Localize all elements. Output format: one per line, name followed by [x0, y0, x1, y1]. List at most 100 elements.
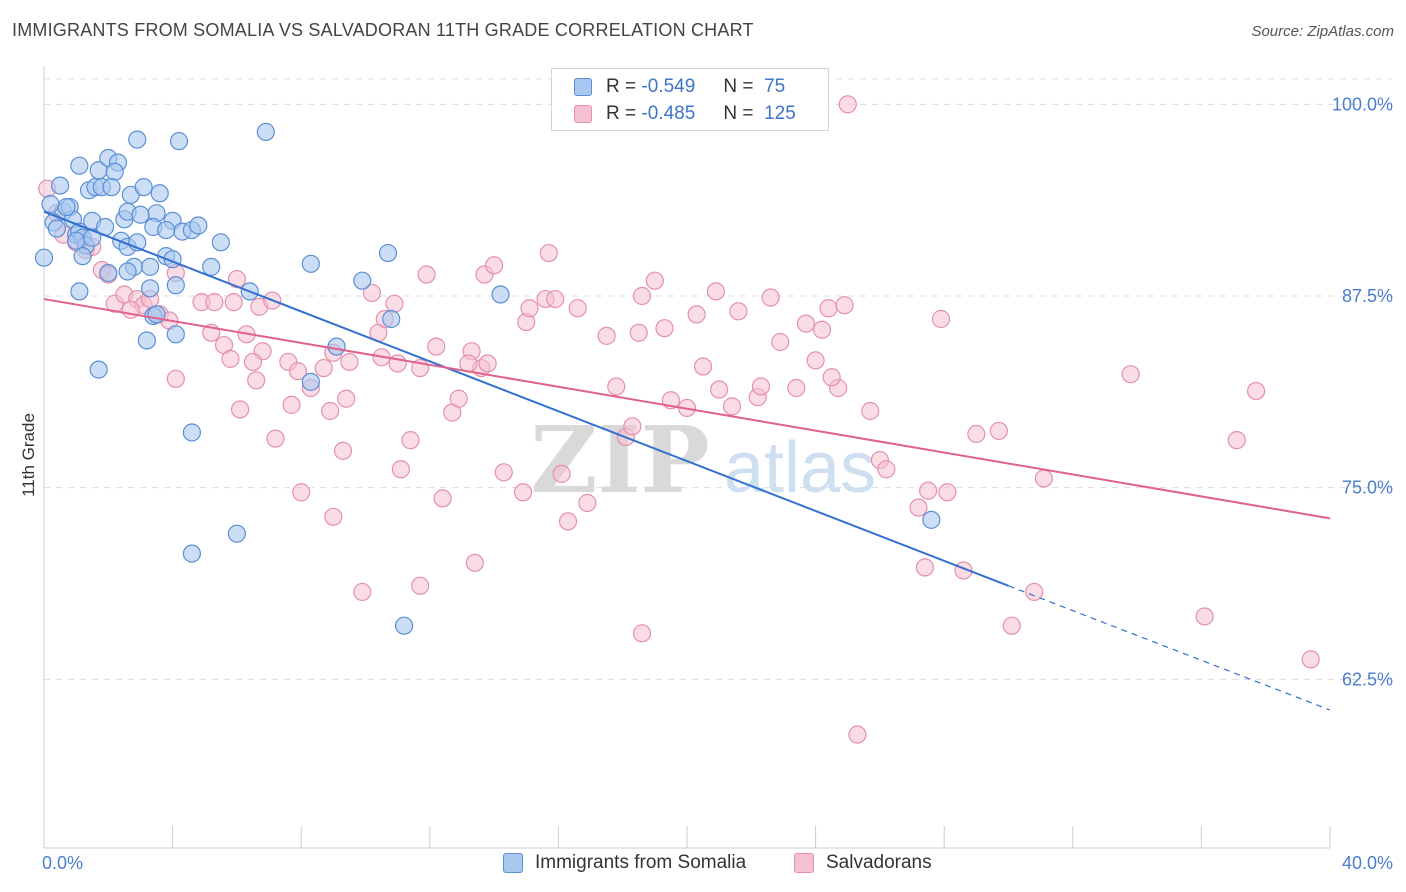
stats-legend: R = -0.549 N = 75 R = -0.485 N = 125	[551, 68, 829, 131]
salvadoran-point	[607, 377, 626, 396]
salvadoran-point	[494, 463, 513, 482]
watermark: ZIP atlas	[530, 406, 876, 514]
salvadoran-point	[632, 624, 652, 643]
somalia-point	[378, 243, 398, 263]
somalia-trend-line	[43, 210, 1009, 587]
somalia-point	[140, 257, 160, 276]
salvadoran-point	[909, 498, 928, 517]
legend-n-value-salvadoran: 125	[764, 103, 796, 124]
grid-layer	[44, 78, 1392, 680]
salvadoran-point	[838, 95, 857, 114]
salvadoran-point	[1034, 469, 1053, 488]
somalia-point	[34, 248, 54, 267]
series-legend-salvadoran[interactable]: Salvadorans	[794, 852, 932, 874]
watermark-atlas: atlas	[724, 428, 876, 508]
salvadoran-point	[729, 302, 748, 321]
legend-swatch-somalia	[574, 78, 592, 96]
salvadoran-point	[861, 401, 880, 421]
salvadoran-trend-line	[43, 298, 1331, 520]
somalia-point	[131, 205, 150, 224]
salvadoran-point	[848, 725, 867, 744]
series-legend: Immigrants from Somalia Salvadorans	[0, 852, 1406, 878]
watermark-zip: ZIP	[530, 406, 709, 514]
y-tick-label-0: 62.5%	[1342, 669, 1393, 689]
somalia-point	[83, 228, 102, 247]
salvadoran-point	[655, 319, 674, 338]
somalia-point	[99, 263, 118, 283]
salvadoran-point	[1025, 582, 1044, 602]
trend-lines	[43, 210, 1331, 711]
salvadoran-point	[771, 332, 790, 352]
salvadoran-point	[568, 299, 587, 318]
salvadoran-point	[915, 558, 935, 577]
somalia-point	[166, 325, 185, 344]
somalia-point	[89, 360, 108, 379]
salvadoran-point	[324, 507, 343, 526]
salvadoran-point	[706, 282, 726, 301]
salvadoran-point	[645, 271, 664, 290]
salvadoran-point	[205, 293, 224, 312]
salvadoran-point	[417, 265, 436, 284]
somalia-point	[202, 257, 221, 276]
somalia-point	[70, 282, 89, 301]
salvadoran-point	[288, 362, 308, 381]
somalia-point	[102, 178, 121, 197]
somalia-point	[922, 510, 941, 529]
salvadoran-point	[597, 326, 616, 345]
salvadoran-point	[1227, 431, 1246, 450]
legend-n-value-somalia: 75	[764, 76, 786, 97]
somalia-point	[211, 233, 230, 252]
somalia-point	[57, 197, 76, 217]
salvadoran-point	[513, 483, 533, 502]
legend-r-label: R =	[606, 103, 637, 124]
somalia-point	[67, 231, 86, 250]
salvadoran-point	[558, 512, 578, 531]
legend-r-value-salvadoran: -0.485	[641, 103, 696, 124]
tick-labels: 62.5% 75.0% 87.5% 100.0% 0.0% 40.0%	[42, 94, 1393, 873]
legend-row-salvadoran: R = -0.485 N = 125	[574, 102, 796, 126]
somalia-point	[157, 220, 176, 240]
y-tick-label-3: 100.0%	[1332, 94, 1393, 114]
somalia-point	[140, 279, 160, 298]
salvadoran-point	[546, 289, 565, 309]
salvadoran-point	[835, 296, 854, 315]
salvadoran-point	[427, 337, 446, 356]
salvadoran-point	[337, 389, 356, 408]
salvadoran-point	[877, 460, 896, 479]
legend-r-label: R =	[606, 76, 637, 97]
salvadoran-point	[401, 431, 420, 450]
somalia-point	[491, 285, 510, 304]
salvadoran-point	[243, 352, 263, 372]
salvadoran-point	[247, 371, 266, 390]
somalia-point	[150, 184, 169, 203]
somalia-point	[169, 132, 189, 151]
somalia-point	[50, 176, 70, 195]
salvadoran-point	[478, 354, 497, 373]
salvadoran-point	[806, 351, 825, 370]
salvadoran-point	[687, 305, 706, 324]
salvadoran-point	[938, 483, 957, 502]
salvadoran-point	[353, 582, 372, 602]
salvadoran-point	[751, 377, 771, 396]
salvadoran-point	[224, 293, 243, 312]
somalia-point	[301, 372, 320, 391]
salvadoran-point	[539, 243, 558, 263]
somalia-point	[118, 262, 137, 281]
legend-swatch-salvadoran	[574, 105, 592, 123]
salvadoran-point	[340, 352, 359, 372]
salvadoran-point	[1246, 381, 1266, 401]
salvadoran-point	[362, 283, 382, 303]
x-tick-label-0: 0.0%	[42, 853, 83, 873]
legend-row-somalia: R = -0.549 N = 75	[574, 75, 785, 99]
legend-r-value-somalia: -0.549	[641, 76, 696, 97]
somalia-point	[166, 276, 185, 295]
salvadoran-point	[231, 400, 250, 419]
somalia-point	[353, 271, 372, 290]
somalia-point	[70, 156, 89, 175]
somalia-point	[137, 331, 156, 350]
somalia-point	[189, 216, 208, 235]
salvadoran-point	[321, 401, 340, 421]
series-legend-somalia[interactable]: Immigrants from Somalia	[503, 852, 746, 874]
salvadoran-point	[578, 493, 597, 513]
